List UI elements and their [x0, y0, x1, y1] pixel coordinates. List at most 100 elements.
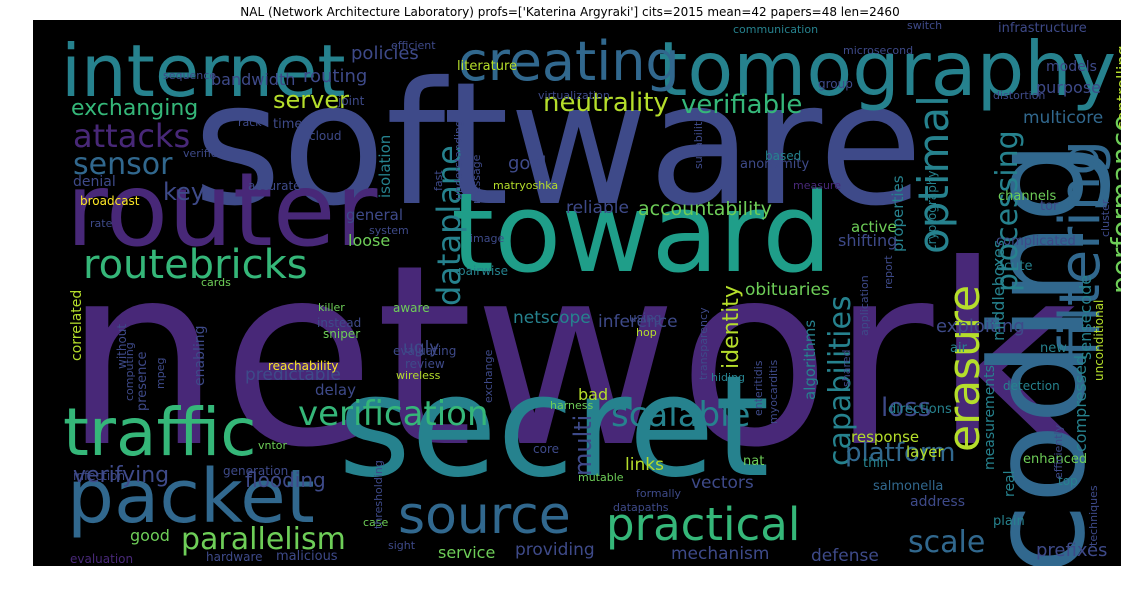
word-verified: verified — [183, 147, 225, 160]
word-vectors: vectors — [691, 473, 754, 493]
word-middleboxes: middleboxes — [989, 239, 1008, 341]
word-using: using — [629, 311, 662, 325]
figure-title: NAL (Network Architecture Laboratory) pr… — [240, 5, 900, 19]
word-thresholding: thresholding — [372, 460, 385, 529]
word-links: links — [625, 455, 664, 475]
word-accurate: accurate — [248, 179, 301, 193]
word-virtualization: virtualization — [538, 89, 610, 102]
word-computing: computing — [123, 342, 136, 401]
word-obituaries: obituaries — [745, 280, 830, 300]
word-aware: aware — [393, 301, 430, 315]
word-communication: communication — [733, 23, 819, 36]
word-ugly: ugly — [403, 338, 440, 358]
word-core: core — [533, 442, 559, 456]
word-rack: rack — [238, 116, 262, 129]
word-goal: goal — [508, 153, 547, 174]
word-scale: scale — [908, 525, 986, 560]
word-joint: joint — [338, 94, 365, 108]
word-identity: identity — [719, 285, 744, 369]
word-packet: packet — [67, 454, 315, 540]
word-toward: toward — [451, 169, 832, 297]
word-wireless: wireless — [396, 369, 441, 382]
word-cloud-canvas: network software coding secret toward router t… — [33, 20, 1121, 566]
word-acute: acute — [996, 259, 1033, 274]
word-secret: secret — [338, 346, 770, 509]
word-source: source — [398, 486, 571, 546]
word-mpeg: mpeg — [154, 357, 167, 389]
word-predictable: predictable — [245, 365, 341, 385]
word-software: software — [193, 46, 924, 244]
word-delay: delay — [315, 381, 356, 399]
word-malicious: malicious — [276, 549, 338, 564]
word-correlated: correlated — [69, 289, 85, 361]
word-loss: loss — [881, 393, 932, 423]
word-salmonella: salmonella — [873, 479, 944, 494]
word-service: service — [438, 543, 496, 562]
word-internet: internet — [61, 29, 346, 113]
word-shared: shared — [840, 349, 853, 387]
word-hop: hop — [636, 326, 657, 339]
word-general: general — [346, 206, 404, 224]
word-attacks: attacks — [73, 117, 191, 155]
word-cluster: cluster — [1099, 199, 1112, 237]
word-tor: tor — [1040, 199, 1059, 214]
word-cards: cards — [201, 276, 231, 289]
word-denial: denial — [73, 174, 116, 190]
word-complicated: complicated — [996, 234, 1076, 249]
word-neutrality: neutrality — [543, 88, 669, 118]
word-inference: inference — [598, 312, 678, 332]
word-platform: platform — [845, 438, 956, 468]
word-group: group — [818, 77, 853, 91]
word-reliable: reliable — [566, 198, 629, 218]
word-shifting: shifting — [838, 231, 898, 250]
word-efficiently: efficiently — [1052, 424, 1065, 479]
word-formally: formally — [636, 487, 682, 500]
word-distortion: distortion — [993, 89, 1046, 102]
word-generation: generation — [223, 464, 289, 478]
word-anonymity: anonymity — [740, 157, 810, 172]
word-server: server — [273, 86, 349, 114]
word-layer: layer — [906, 443, 944, 461]
word-datapaths: datapaths — [613, 501, 669, 514]
word-efficient: efficient — [391, 39, 436, 52]
word-new: new — [1040, 341, 1067, 356]
word-multicore: multicore — [1023, 108, 1104, 128]
word-infrastructure: infrastructure — [998, 21, 1087, 36]
word-broadcast: broadcast — [80, 194, 140, 208]
word-netscope: netscope — [513, 308, 591, 328]
word-application: application — [858, 275, 871, 336]
word-scalable: scalable — [611, 395, 751, 435]
word-real: real — [1002, 470, 1018, 497]
word-directions: directions — [888, 402, 952, 417]
word-infection: infection — [73, 469, 126, 483]
word-nat: nat — [743, 454, 765, 469]
word-purpose: purpose — [1036, 78, 1101, 97]
word-network: network — [63, 211, 1079, 502]
word-router: router — [66, 151, 378, 270]
word-tomography: tomography — [658, 25, 1117, 113]
word-verification: verification — [298, 394, 489, 434]
word-defense: defense — [811, 546, 879, 566]
word-bandwidth: bandwidth — [211, 70, 296, 89]
word-matryoshka: matryoshka — [493, 179, 559, 192]
word-algorithms: algorithms — [801, 319, 819, 400]
word-air: air — [950, 341, 967, 356]
word-techniques: techniques — [1087, 485, 1100, 546]
word-image: image — [470, 232, 505, 245]
word-multi: multi — [569, 414, 597, 476]
word-time: time — [273, 117, 303, 132]
word-mechanism: mechanism — [671, 544, 770, 564]
word-exchange: exchange — [482, 349, 495, 403]
word-good: good — [130, 526, 170, 545]
word-reachability: reachability — [268, 359, 339, 373]
word-instead: instead — [317, 316, 362, 330]
word-enhanced: enhanced — [1023, 452, 1088, 467]
word-understanding: understanding — [452, 120, 465, 200]
word-key: key — [163, 178, 206, 206]
word-parallelism: parallelism — [181, 522, 346, 557]
word-detection: detection — [1003, 379, 1060, 393]
word-exploiting: exploiting — [936, 316, 1025, 337]
word-microsecond: microsecond — [843, 44, 914, 57]
word-response: response — [851, 428, 920, 446]
word-sequence: sequence — [163, 69, 217, 82]
